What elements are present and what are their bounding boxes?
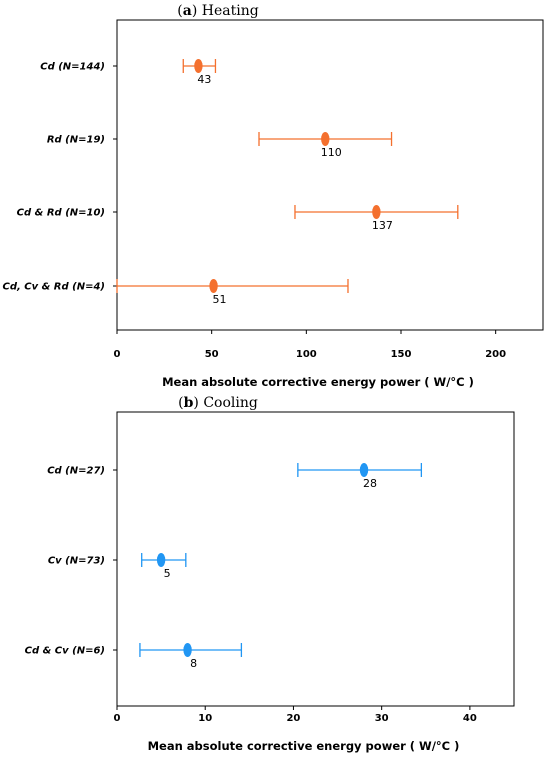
category-label: Cv (N=73) bbox=[48, 556, 105, 567]
x-tick-label: 40 bbox=[463, 713, 477, 724]
chart-panel-a: (a) Heating 0 50 100 150 200 Mean absolute cor… bbox=[2, 3, 544, 389]
data-label: 137 bbox=[372, 219, 393, 232]
data-point bbox=[183, 643, 192, 657]
data-point bbox=[359, 463, 369, 477]
category-label: Rd (N=19) bbox=[47, 135, 105, 146]
data-label: 51 bbox=[213, 293, 227, 306]
data-label: 5 bbox=[164, 567, 171, 580]
chart-title: (b) Cooling bbox=[178, 395, 258, 411]
data-point bbox=[321, 132, 330, 146]
chart-panel-b: (b) Cooling 0 10 20 30 40 Mean absolute correc… bbox=[25, 395, 515, 753]
data-point bbox=[156, 553, 166, 567]
x-tick-label: 20 bbox=[286, 713, 300, 724]
x-tick-label: 30 bbox=[375, 713, 389, 724]
data-point bbox=[372, 205, 381, 219]
data-label: 28 bbox=[363, 477, 377, 490]
x-tick-label: 200 bbox=[485, 349, 506, 360]
chart-title: (a) Heating bbox=[177, 3, 258, 19]
panel-letter: a bbox=[183, 3, 192, 19]
x-tick-label: 0 bbox=[114, 349, 121, 360]
category-label: Cd & Rd (N=10) bbox=[17, 208, 105, 219]
plot-frame bbox=[116, 19, 544, 331]
x-axis-label: Mean absolute corrective energy power ( … bbox=[148, 739, 460, 753]
data-label: 8 bbox=[190, 657, 197, 670]
data-point bbox=[209, 279, 218, 293]
x-tick-label: 150 bbox=[391, 349, 412, 360]
panel-letter: b bbox=[184, 395, 194, 411]
category-label: Cd & Cv (N=6) bbox=[25, 646, 105, 657]
data-point bbox=[194, 59, 203, 73]
x-tick-label: 50 bbox=[205, 349, 219, 360]
category-label: Cd (N=144) bbox=[40, 62, 105, 73]
category-label: Cd, Cv & Rd (N=4) bbox=[2, 282, 105, 293]
x-tick-label: 100 bbox=[296, 349, 317, 360]
category-label: Cd (N=27) bbox=[47, 466, 105, 477]
x-axis-label: Mean absolute corrective energy power ( … bbox=[162, 375, 474, 389]
x-tick-label: 10 bbox=[198, 713, 212, 724]
data-label: 110 bbox=[321, 146, 342, 159]
x-tick-label: 0 bbox=[114, 713, 121, 724]
plot-frame bbox=[116, 411, 515, 707]
data-label: 43 bbox=[197, 73, 211, 86]
